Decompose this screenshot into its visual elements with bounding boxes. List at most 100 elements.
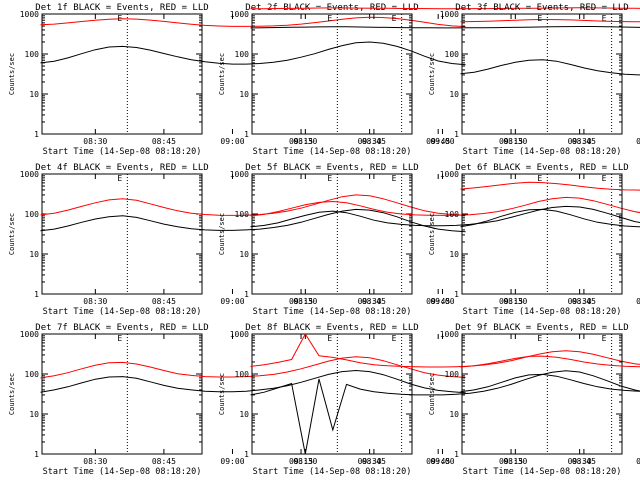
x-tick-label: 08:45 — [362, 457, 386, 466]
y-tick-label: 1000 — [20, 10, 39, 19]
x-tick-label: 08:30 — [503, 137, 527, 146]
y-axis-label: Counts/sec — [428, 53, 436, 95]
y-tick-label: 10 — [239, 90, 249, 99]
series-line-events — [460, 208, 640, 228]
x-tick-label: 09:00 — [220, 137, 244, 146]
y-tick-label: 10 — [29, 410, 39, 419]
series-line-events — [40, 41, 466, 66]
x-tick-label: 08:45 — [152, 297, 176, 306]
x-tick-label: 08:45 — [362, 297, 386, 306]
x-tick-label: 08:30 — [83, 297, 107, 306]
plot-frame — [461, 13, 623, 135]
x-tick-label: 09:15 — [289, 457, 313, 466]
y-tick-label: 10 — [239, 410, 249, 419]
x-tick-label: 08:30 — [83, 137, 107, 146]
plot-frame — [41, 173, 203, 295]
series-line-events — [40, 369, 466, 394]
chart-panel: Det 9f BLACK = Events, RED = LLD 1 10 100 10… — [428, 323, 640, 477]
x-axis-label: Start Time (14-Sep-08 08:18:20) — [463, 147, 622, 157]
y-tick-label: 100 — [445, 50, 460, 59]
chart-panel: Det 1f BLACK = Events, RED = LLD11010010… — [8, 3, 466, 157]
x-tick-label: 09:30 — [358, 297, 382, 306]
x-tick-label: 08:30 — [293, 457, 317, 466]
x-tick-label: 09:45 — [426, 137, 450, 146]
e-marker: E — [117, 14, 122, 23]
e-marker: E — [602, 334, 607, 343]
plot-frame — [41, 333, 203, 455]
chart-title: Det 9f BLACK = Events, RED = LLD — [455, 323, 628, 333]
x-tick-label: 09:45 — [636, 137, 640, 146]
x-tick-label: 08:45 — [362, 137, 386, 146]
e-marker: E — [392, 14, 397, 23]
x-tick-label: 09:15 — [499, 137, 523, 146]
y-axis-label: Counts/sec — [8, 213, 16, 255]
chart-title: Det 1f BLACK = Events, RED = LLD — [35, 3, 208, 13]
x-tick-label: 09:30 — [358, 137, 382, 146]
x-tick-label: 09:45 — [426, 457, 450, 466]
y-tick-label: 10 — [29, 250, 39, 259]
series-line-lld — [40, 16, 466, 28]
y-tick-label: 1 — [34, 290, 39, 299]
y-tick-label: 10 — [449, 90, 459, 99]
x-tick-label: 09:45 — [636, 457, 640, 466]
series-line-events — [250, 370, 640, 455]
y-axis-label: Counts/sec — [218, 373, 226, 415]
e-marker: E — [602, 174, 607, 183]
y-tick-label: 100 — [25, 370, 40, 379]
x-axis-label: Start Time (14-Sep-08 08:18:20) — [253, 467, 412, 477]
chart-panel: Det 5f BLACK = Events, RED = LLD11010010… — [218, 163, 640, 317]
x-tick-label: 09:15 — [499, 297, 523, 306]
x-tick-label: 08:45 — [152, 457, 176, 466]
y-axis-label: Counts/sec — [428, 373, 436, 415]
series-line-events — [460, 373, 640, 393]
y-tick-label: 1 — [454, 290, 459, 299]
chart-title: Det 5f BLACK = Events, RED = LLD — [245, 163, 418, 173]
e-marker: E — [392, 174, 397, 183]
y-tick-label: 1 — [454, 450, 459, 459]
y-tick-label: 1000 — [230, 10, 249, 19]
chart-title: Det 8f BLACK = Events, RED = LLD — [245, 323, 418, 333]
x-tick-label: 09:00 — [430, 457, 454, 466]
y-tick-label: 1000 — [230, 170, 249, 179]
chart-panel: Det 4f BLACK = Events, RED = LLD11010010… — [8, 163, 466, 317]
series-line-lld — [250, 7, 640, 10]
y-tick-label: 1000 — [20, 170, 39, 179]
y-tick-label: 1000 — [230, 330, 249, 339]
plot-frame — [251, 333, 413, 455]
x-tick-label: 09:00 — [220, 457, 244, 466]
x-axis-label: Start Time (14-Sep-08 08:18:20) — [43, 467, 202, 477]
series-line-events — [250, 26, 640, 29]
e-marker: E — [537, 334, 542, 343]
x-axis-label: Start Time (14-Sep-08 08:18:20) — [253, 147, 412, 157]
y-tick-label: 100 — [235, 370, 250, 379]
x-tick-label: 09:45 — [426, 297, 450, 306]
e-marker: E — [537, 14, 542, 23]
y-tick-label: 10 — [449, 250, 459, 259]
y-tick-label: 1 — [244, 290, 249, 299]
chart-panel: Det 2f BLACK = Events, RED = LLD11010010… — [218, 3, 640, 157]
x-tick-label: 09:30 — [568, 137, 592, 146]
x-axis-label: Start Time (14-Sep-08 08:18:20) — [253, 307, 412, 317]
y-tick-label: 1 — [34, 130, 39, 139]
y-axis-label: Counts/sec — [218, 53, 226, 95]
series-line-events — [250, 205, 640, 228]
y-axis-label: Counts/sec — [8, 53, 16, 95]
y-tick-label: 1000 — [20, 330, 39, 339]
chart-panel: Det 8f BLACK = Events, RED = LLD 1 10 100 10… — [218, 323, 640, 477]
x-tick-label: 08:45 — [572, 137, 596, 146]
e-marker: E — [117, 334, 122, 343]
y-tick-label: 100 — [235, 50, 250, 59]
y-axis-label: Counts/sec — [218, 213, 226, 255]
chart-title: Det 7f BLACK = Events, RED = LLD — [35, 323, 208, 333]
y-tick-label: 1000 — [440, 170, 459, 179]
series-line-lld — [460, 181, 640, 191]
plot-frame — [251, 13, 413, 135]
y-tick-label: 100 — [25, 50, 40, 59]
x-tick-label: 08:30 — [293, 137, 317, 146]
x-tick-label: 09:00 — [430, 137, 454, 146]
y-tick-label: 1 — [244, 130, 249, 139]
x-axis-label: Start Time (14-Sep-08 08:18:20) — [463, 307, 622, 317]
e-marker: E — [602, 14, 607, 23]
y-tick-label: 1000 — [440, 330, 459, 339]
x-tick-label: 08:45 — [152, 137, 176, 146]
